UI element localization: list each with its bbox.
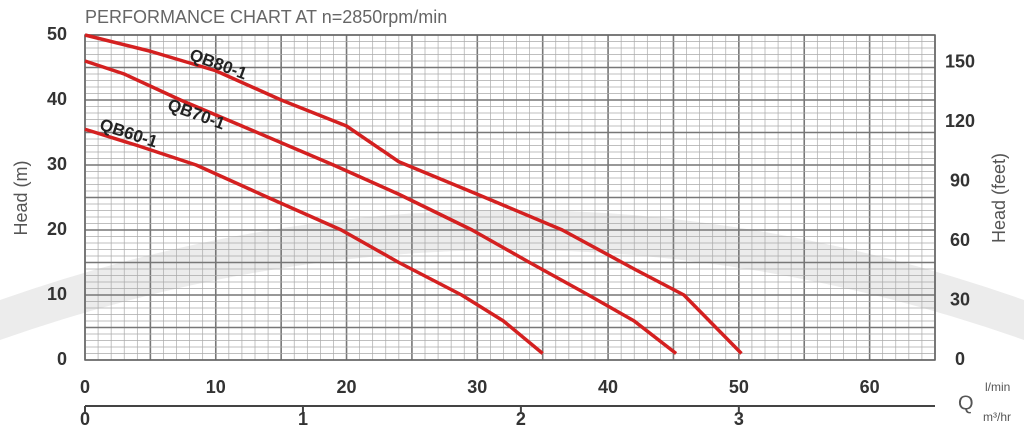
y2-tick-label: 90 xyxy=(950,170,970,190)
x2-tick-label: 1 xyxy=(298,409,308,429)
curve xyxy=(84,59,678,355)
x-tick-label: 60 xyxy=(860,377,880,397)
x-tick-label: 0 xyxy=(80,377,90,397)
y-tick-label: 0 xyxy=(57,349,67,369)
y2-tick-label: 0 xyxy=(955,349,965,369)
plot-frame xyxy=(84,34,936,361)
curve-label: QB70-1 xyxy=(165,95,227,133)
y-tick-label: 20 xyxy=(47,219,67,239)
curve-label: QB80-1 xyxy=(187,45,249,83)
y2-axis-label: Head (feet) xyxy=(989,153,1009,243)
y2-tick-label: 30 xyxy=(950,289,970,309)
y-tick-label: 50 xyxy=(47,24,67,44)
y2-tick-label: 150 xyxy=(945,51,975,71)
y-axis-label: Head (m) xyxy=(11,160,31,235)
curve xyxy=(84,33,743,355)
x-tick-label: 30 xyxy=(467,377,487,397)
x2-unit: m³/hr xyxy=(983,410,1011,424)
curve xyxy=(84,127,544,355)
x-tick-label: 10 xyxy=(206,377,226,397)
chart-title: PERFORMANCE CHART AT n=2850rpm/min xyxy=(85,7,447,27)
y2-tick-label: 120 xyxy=(945,111,975,131)
x-tick-label: 20 xyxy=(337,377,357,397)
y2-tick-label: 60 xyxy=(950,230,970,250)
x-tick-label: 40 xyxy=(598,377,618,397)
x-unit: l/min xyxy=(985,380,1010,394)
watermark xyxy=(0,210,1024,340)
y-tick-label: 10 xyxy=(47,284,67,304)
x-axis-label: Q xyxy=(958,392,974,414)
x-tick-label: 50 xyxy=(729,377,749,397)
x2-tick-label: 3 xyxy=(734,409,744,429)
x2-tick-label: 0 xyxy=(80,409,90,429)
x2-tick-label: 2 xyxy=(516,409,526,429)
y-tick-label: 40 xyxy=(47,89,67,109)
y-tick-label: 30 xyxy=(47,154,67,174)
